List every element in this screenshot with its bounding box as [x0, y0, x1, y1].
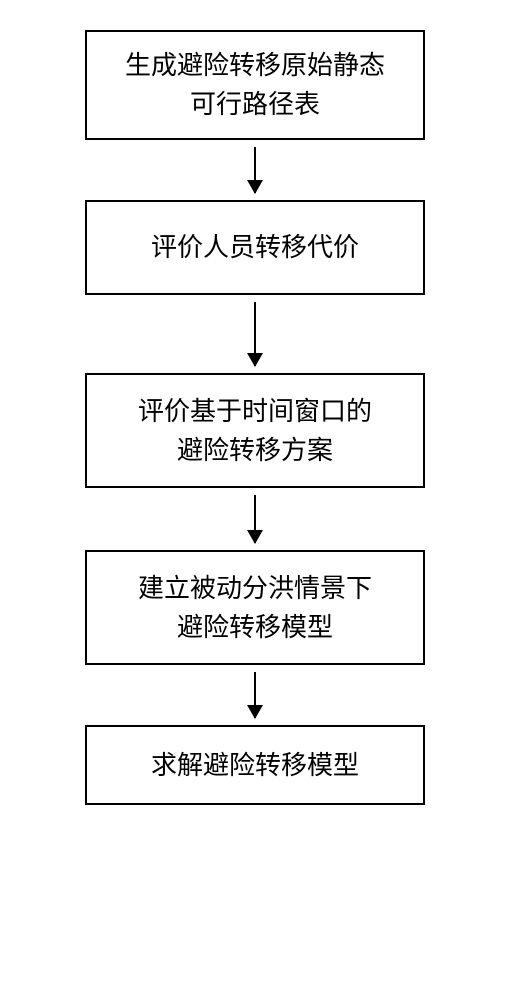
- node-text: 评价基于时间窗口的: [138, 392, 372, 431]
- node-text: 可行路径表: [125, 85, 385, 124]
- flowchart-node-5: 求解避险转移模型: [85, 725, 425, 805]
- node-text: 避险转移模型: [138, 608, 372, 647]
- arrow-4: [254, 665, 256, 725]
- node-text: 建立被动分洪情景下: [138, 569, 372, 608]
- flowchart-node-3: 评价基于时间窗口的 避险转移方案: [85, 373, 425, 488]
- node-text: 生成避险转移原始静态: [125, 46, 385, 85]
- arrow-3: [254, 488, 256, 550]
- flowchart-node-2: 评价人员转移代价: [85, 200, 425, 295]
- node-text: 求解避险转移模型: [151, 746, 359, 785]
- node-text: 评价人员转移代价: [151, 228, 359, 267]
- flowchart-node-4: 建立被动分洪情景下 避险转移模型: [85, 550, 425, 665]
- arrow-1: [254, 140, 256, 200]
- node-text: 避险转移方案: [138, 431, 372, 470]
- flowchart-node-1: 生成避险转移原始静态 可行路径表: [85, 30, 425, 140]
- arrow-2: [254, 295, 256, 373]
